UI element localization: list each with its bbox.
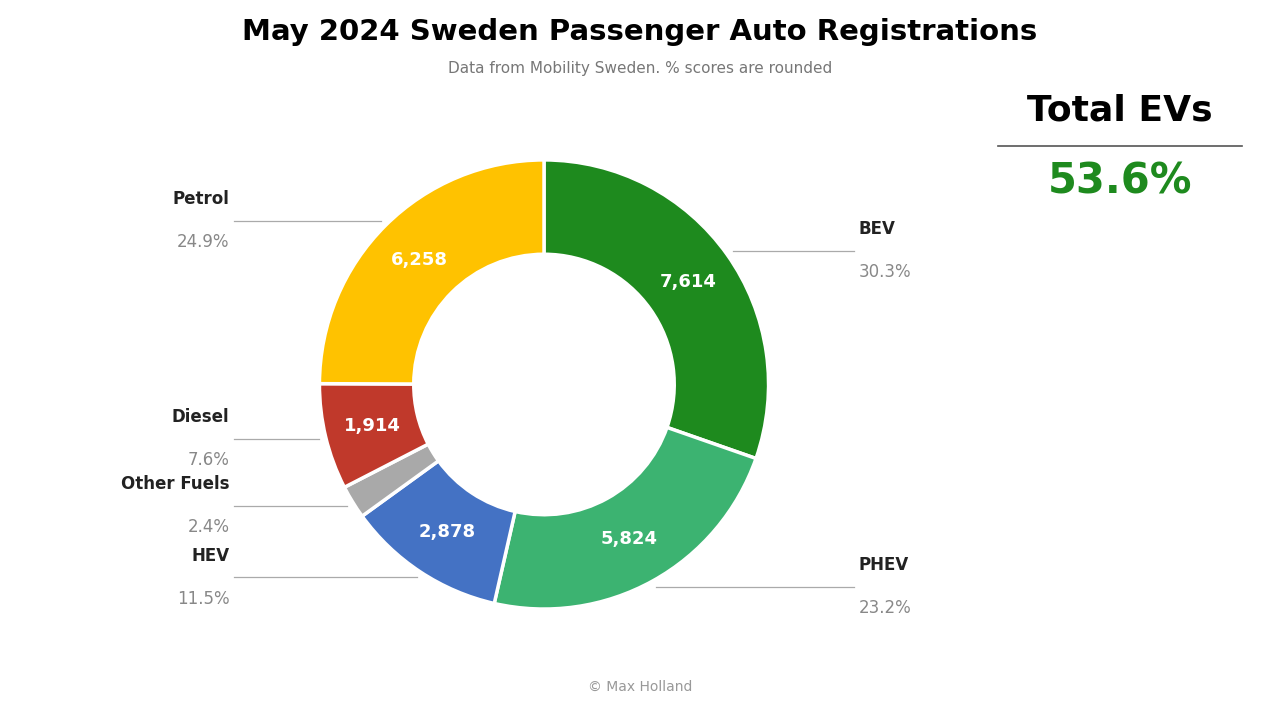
Text: Total EVs: Total EVs (1027, 93, 1213, 127)
Wedge shape (344, 444, 439, 516)
Text: © Max Holland: © Max Holland (588, 680, 692, 694)
Text: 24.9%: 24.9% (177, 233, 229, 251)
Text: 23.2%: 23.2% (859, 600, 911, 617)
Text: 30.3%: 30.3% (859, 263, 911, 281)
Text: 1,914: 1,914 (344, 417, 401, 435)
Wedge shape (544, 160, 768, 459)
Text: HEV: HEV (192, 547, 229, 565)
Wedge shape (494, 427, 756, 609)
Wedge shape (320, 160, 544, 384)
Text: 2,878: 2,878 (419, 523, 475, 540)
Text: May 2024 Sweden Passenger Auto Registrations: May 2024 Sweden Passenger Auto Registrat… (242, 18, 1038, 46)
Text: BEV: BEV (859, 220, 895, 239)
Text: 5,824: 5,824 (600, 530, 658, 548)
Text: 7,614: 7,614 (659, 273, 717, 291)
Text: 53.6%: 53.6% (1048, 161, 1192, 202)
Wedge shape (320, 384, 429, 487)
Text: Other Fuels: Other Fuels (122, 475, 229, 493)
Wedge shape (362, 461, 515, 604)
Text: PHEV: PHEV (859, 557, 909, 575)
Text: Petrol: Petrol (173, 190, 229, 209)
Text: Data from Mobility Sweden. % scores are rounded: Data from Mobility Sweden. % scores are … (448, 61, 832, 75)
Text: 7.6%: 7.6% (188, 451, 229, 469)
Text: Diesel: Diesel (172, 408, 229, 426)
Text: 11.5%: 11.5% (177, 590, 229, 608)
Text: 2.4%: 2.4% (188, 518, 229, 536)
Text: 6,258: 6,258 (392, 251, 448, 268)
